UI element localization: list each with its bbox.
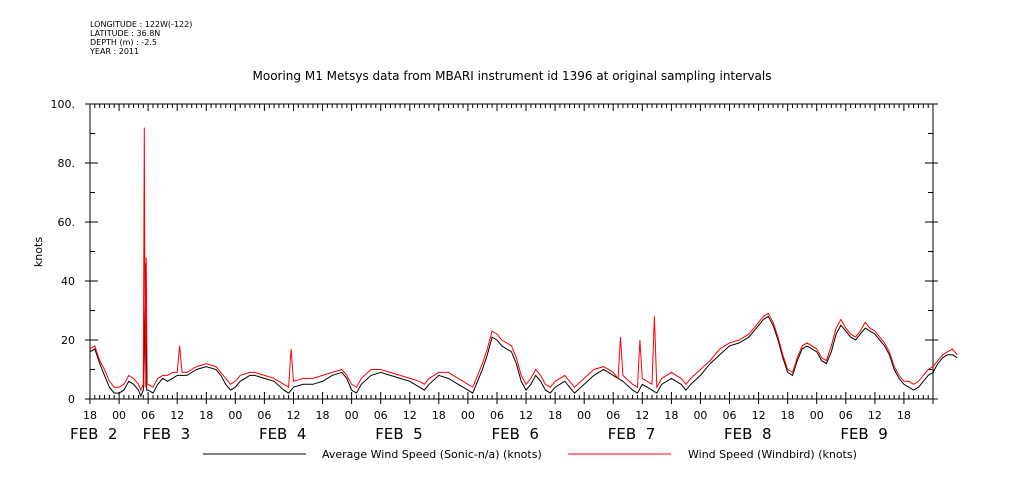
x-tick-label: 12 [519, 409, 533, 422]
x-day-label: FEB 6 [492, 425, 539, 443]
y-tick-label: 0 [68, 393, 75, 406]
x-tick-label: 06 [839, 409, 853, 422]
depth-label: DEPTH (m) : -2.5 [90, 38, 157, 47]
x-tick-label: 06 [490, 409, 504, 422]
x-day-label: FEB 3 [143, 425, 190, 443]
series-line-average-wind-speed [89, 263, 958, 398]
metadata-block: LONGITUDE : 122W(-122) LATITUDE : 36.8N … [90, 20, 192, 56]
latitude-label: LATITUDE : 36.8N [90, 29, 161, 38]
x-tick-labels: 18 00 06 12 18 00 06 12 18 00 06 12 18 00 06 12 18 00 06 12… [83, 409, 911, 422]
x-tick-label: 12 [286, 409, 300, 422]
plot-frame [89, 103, 934, 400]
axis-ticks [85, 103, 938, 404]
legend-label-windbird: Wind Speed (Windbird) (knots) [688, 448, 857, 461]
x-day-label: FEB 2 [70, 425, 117, 443]
series-layer [89, 127, 958, 398]
legend-label-average: Average Wind Speed (Sonic-n/a) (knots) [322, 448, 542, 461]
x-tick-label: 06 [374, 409, 388, 422]
y-tick-label: 100. [51, 98, 76, 111]
x-day-label: FEB 7 [608, 425, 655, 443]
x-tick-label: 06 [723, 409, 737, 422]
x-tick-label: 18 [897, 409, 911, 422]
year-label: YEAR : 2011 [90, 47, 140, 56]
x-day-label: FEB 4 [259, 425, 306, 443]
y-tick-label: 80. [58, 157, 76, 170]
x-tick-label: 06 [606, 409, 620, 422]
x-day-label: FEB 9 [840, 425, 887, 443]
x-day-labels: FEB 2 FEB 3 FEB 4 FEB 5 FEB 6 FEB 7 FEB 8 FEB 9 [70, 425, 888, 443]
series-line-windbird-wind-speed [89, 127, 958, 392]
x-tick-label: 12 [403, 409, 417, 422]
x-tick-label: 18 [664, 409, 678, 422]
x-tick-label: 00 [461, 409, 475, 422]
y-tick-label: 40 [61, 275, 75, 288]
y-tick-label: 20 [61, 334, 75, 347]
x-tick-label: 18 [199, 409, 213, 422]
x-tick-label: 06 [257, 409, 271, 422]
x-tick-label: 00 [345, 409, 359, 422]
y-tick-label: 60. [58, 216, 76, 229]
x-tick-label: 18 [316, 409, 330, 422]
x-tick-label: 00 [228, 409, 242, 422]
x-tick-label: 06 [141, 409, 155, 422]
x-tick-label: 18 [548, 409, 562, 422]
legend: Average Wind Speed (Sonic-n/a) (knots) W… [203, 448, 857, 461]
x-tick-label: 12 [752, 409, 766, 422]
x-tick-label: 00 [112, 409, 126, 422]
x-tick-label: 12 [635, 409, 649, 422]
x-tick-label: 18 [781, 409, 795, 422]
x-tick-label: 00 [693, 409, 707, 422]
chart-title: Mooring M1 Metsys data from MBARI instru… [253, 69, 772, 83]
x-tick-label: 00 [810, 409, 824, 422]
y-axis-label: knots [32, 237, 45, 267]
x-day-label: FEB 8 [724, 425, 771, 443]
y-tick-labels: 0 20 40 60. 80. 100. [51, 98, 76, 406]
x-tick-label: 12 [868, 409, 882, 422]
longitude-label: LONGITUDE : 122W(-122) [90, 20, 193, 29]
x-tick-label: 00 [577, 409, 591, 422]
tick-marks [85, 103, 938, 404]
x-tick-label: 12 [170, 409, 184, 422]
x-tick-label: 18 [83, 409, 97, 422]
x-day-label: FEB 5 [375, 425, 422, 443]
x-tick-label: 18 [432, 409, 446, 422]
